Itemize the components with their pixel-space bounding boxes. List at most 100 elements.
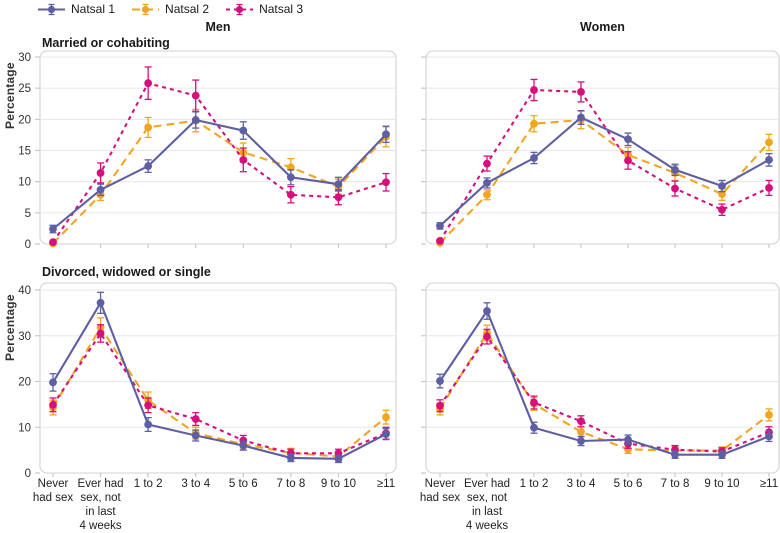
- data-point: [334, 454, 343, 463]
- y-tick-label: 10: [18, 177, 31, 189]
- data-point: [49, 225, 57, 233]
- data-point: [191, 91, 200, 100]
- data-point: [191, 415, 200, 423]
- data-point: [334, 193, 343, 202]
- panel-1-series-natsal-3: [436, 78, 773, 245]
- data-point: [286, 190, 295, 199]
- data-point: [624, 435, 632, 444]
- legend-item-natsal-1: Natsal 1: [38, 2, 115, 16]
- data-point: [530, 398, 538, 407]
- panel-border: [39, 282, 397, 474]
- data-point: [718, 182, 726, 190]
- legend-marker-icon: [226, 3, 254, 15]
- x-axis-category-label: Ever had sex, not in last 4 weeks: [77, 478, 124, 533]
- data-point: [436, 401, 444, 410]
- panel-3: [421, 282, 780, 477]
- x-axis-category-label: 5 to 6: [228, 478, 258, 490]
- data-point: [191, 116, 200, 124]
- series-line: [52, 119, 387, 245]
- data-point: [436, 377, 444, 385]
- legend: Natsal 1 Natsal 2 Natsal 3: [38, 1, 303, 17]
- x-axis-category-label: 1 to 2: [519, 478, 549, 490]
- data-point: [239, 155, 248, 164]
- data-point: [96, 298, 105, 307]
- x-axis-category-label: 3 to 4: [181, 478, 211, 490]
- y-axis-label-bottom: Percentage: [3, 294, 17, 362]
- data-point: [530, 423, 538, 432]
- series-line: [439, 308, 770, 456]
- series-line: [52, 331, 387, 455]
- data-point: [96, 329, 105, 338]
- x-axis-category-label: Never had sex: [419, 478, 461, 505]
- data-point: [671, 165, 679, 174]
- x-axis-category-label: Ever had sex, not in last 4 weeks: [463, 478, 511, 533]
- data-point: [483, 159, 491, 168]
- panel-title-married-or-cohabiting: Married or cohabiting: [42, 36, 170, 50]
- legend-label: Natsal 3: [259, 2, 304, 16]
- panel-border: [39, 50, 397, 245]
- x-axis-category-label: 1 to 2: [133, 478, 163, 490]
- series-line: [52, 81, 387, 243]
- data-point: [483, 332, 491, 341]
- x-axis-category-label: ≥11: [376, 478, 396, 490]
- data-point: [144, 401, 153, 410]
- panel-3-series-natsal-1: [436, 302, 773, 460]
- data-point: [765, 432, 773, 441]
- series-line: [52, 118, 387, 230]
- series-line: [52, 325, 387, 458]
- data-point: [530, 86, 538, 94]
- data-point: [49, 400, 57, 409]
- data-point: [577, 427, 585, 436]
- y-tick-label: 30: [18, 52, 31, 64]
- panel-0-series-natsal-1: [49, 111, 390, 234]
- y-tick-label: 5: [25, 208, 31, 220]
- data-point: [191, 431, 200, 440]
- y-tick-label: 40: [18, 285, 31, 297]
- data-point: [577, 113, 585, 122]
- series-line: [439, 118, 770, 244]
- panel-border: [425, 282, 780, 474]
- legend-item-natsal-2: Natsal 2: [132, 2, 209, 16]
- data-point: [530, 154, 538, 162]
- y-tick-label: 10: [18, 422, 31, 434]
- legend-label: Natsal 2: [165, 2, 210, 16]
- x-axis-category-label: 5 to 6: [613, 478, 643, 490]
- y-axis-label-top: Percentage: [3, 62, 17, 130]
- x-axis-category-label: Never had sex: [32, 478, 74, 505]
- series-line: [439, 334, 770, 453]
- legend-item-natsal-3: Natsal 3: [226, 2, 303, 16]
- y-tick-label: 30: [18, 331, 31, 343]
- data-point: [334, 180, 343, 189]
- y-tick-label: 15: [18, 146, 31, 158]
- data-point: [144, 420, 153, 429]
- legend-label: Natsal 1: [71, 2, 116, 16]
- data-point: [382, 413, 390, 422]
- y-tick-label: 20: [18, 114, 31, 126]
- data-point: [624, 135, 632, 144]
- x-axis-category-label: ≥11: [759, 478, 779, 490]
- data-point: [239, 441, 248, 450]
- panel-2-series-natsal-1: [49, 291, 390, 464]
- x-axis-category-label: 7 to 8: [660, 478, 690, 490]
- x-axis-category-label: 9 to 10: [704, 478, 740, 490]
- data-point: [144, 162, 153, 170]
- data-point: [96, 169, 105, 177]
- data-point: [382, 430, 390, 439]
- x-axis-category-label: 7 to 8: [276, 478, 306, 490]
- data-point: [624, 156, 632, 165]
- data-point: [96, 185, 105, 194]
- data-point: [436, 222, 444, 230]
- data-point: [286, 454, 295, 462]
- panel-2: 0 10 20 30 40: [18, 282, 397, 480]
- data-point: [671, 450, 679, 459]
- y-tick-label: 20: [18, 377, 31, 389]
- data-point: [382, 178, 390, 187]
- panel-1-series-natsal-1: [436, 109, 773, 230]
- data-point: [49, 238, 57, 247]
- column-header-women: Women: [580, 20, 625, 34]
- data-point: [765, 138, 773, 147]
- data-point: [765, 155, 773, 164]
- data-point: [718, 205, 726, 214]
